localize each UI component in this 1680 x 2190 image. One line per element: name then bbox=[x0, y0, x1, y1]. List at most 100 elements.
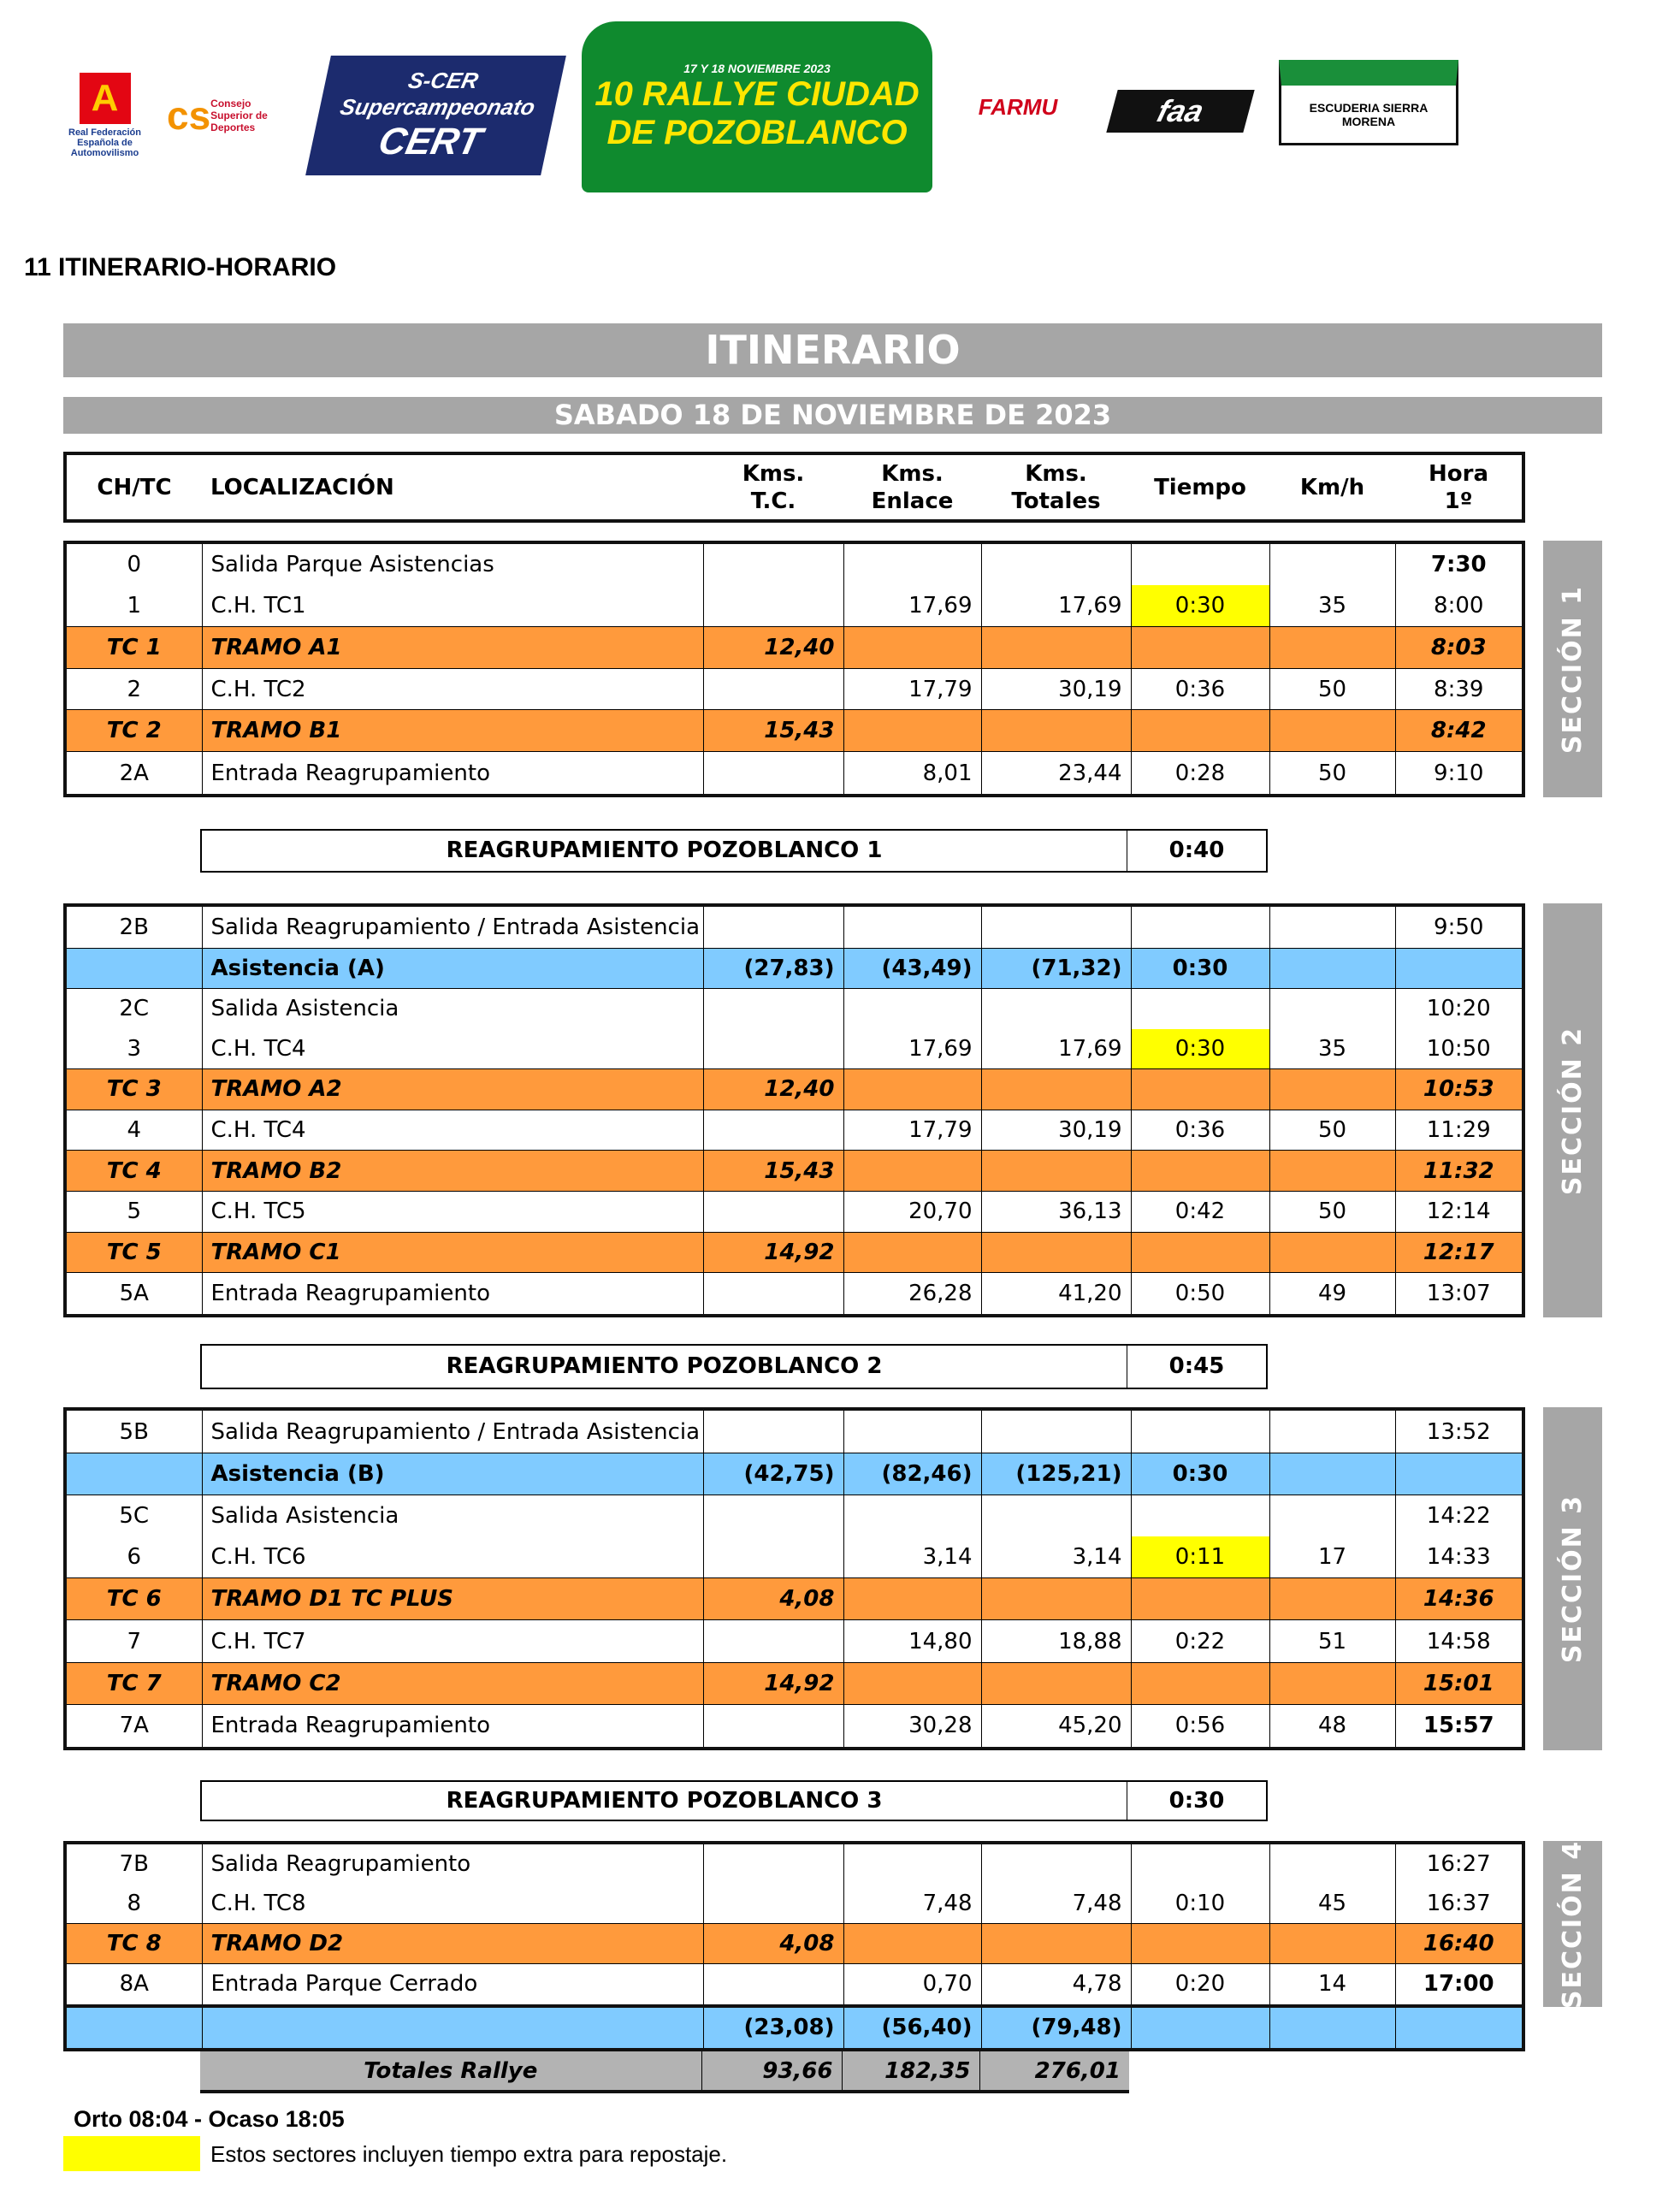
kmh-cell bbox=[1269, 2004, 1395, 2050]
kms-totales-cell: 36,13 bbox=[980, 1191, 1131, 1233]
kms-enlace-cell bbox=[843, 1495, 981, 1537]
kms-totales-cell bbox=[980, 1577, 1131, 1620]
kms-enlace-cell: 17,69 bbox=[843, 585, 981, 627]
section-1-label: SECCIÓN 1 bbox=[1543, 541, 1602, 797]
ch-tc-cell: 5C bbox=[65, 1495, 202, 1537]
ch-tc-cell: TC 7 bbox=[65, 1661, 202, 1705]
ch-tc-cell: TC 4 bbox=[65, 1150, 202, 1192]
hora-cell: 10:50 bbox=[1394, 1028, 1523, 1069]
ch-tc-cell: 0 bbox=[127, 552, 142, 578]
location-cell: TRAMO D2 bbox=[201, 1923, 703, 1964]
tiempo-cell bbox=[1130, 1923, 1269, 1964]
kms-totales-cell: (71,32) bbox=[980, 947, 1131, 989]
kmh-cell bbox=[1269, 988, 1395, 1029]
control-row: 5 C.H. TC5 20,70 36,13 0:42 50 12:14 bbox=[65, 1191, 1523, 1233]
stage-row: TC 1 TRAMO A1 12,40 8:03 bbox=[65, 625, 1523, 669]
kms-enlace-cell: 0,70 bbox=[843, 1962, 981, 2006]
kms-totales-cell bbox=[980, 1150, 1131, 1192]
kms-enlace-cell: (43,49) bbox=[843, 947, 981, 989]
kms-totales-cell bbox=[980, 1495, 1131, 1537]
tiempo-cell bbox=[1130, 1661, 1269, 1705]
kms-enlace-cell bbox=[843, 1577, 981, 1620]
kms-enlace-cell bbox=[843, 1231, 981, 1273]
tiempo-cell: 0:36 bbox=[1130, 667, 1269, 710]
location-cell: Entrada Reagrupamiento bbox=[201, 1272, 703, 1316]
kms-enlace-cell: 26,28 bbox=[843, 1272, 981, 1316]
kms-tc-cell bbox=[702, 585, 843, 627]
kms-tc-cell: (42,75) bbox=[702, 1453, 843, 1495]
kms-totales-cell: 3,14 bbox=[980, 1536, 1131, 1578]
kms-enlace-cell bbox=[843, 1409, 981, 1453]
kms-tc-cell bbox=[702, 1409, 843, 1453]
ch-tc-cell: 5B bbox=[119, 1418, 149, 1445]
ch-tc-cell: 8 bbox=[127, 1891, 142, 1917]
hora-cell: 16:27 bbox=[1394, 1843, 1523, 1885]
stage-row: TC 4 TRAMO B2 15,43 11:32 bbox=[65, 1150, 1523, 1192]
control-row: 0 Salida Parque Asistencias 7:30 bbox=[65, 542, 1523, 586]
kms-tc-cell: 15,43 bbox=[702, 709, 843, 752]
location-cell: C.H. TC8 bbox=[201, 1884, 703, 1924]
section-3-table: 5B Salida Reagrupamiento / Entrada Asiste… bbox=[63, 1407, 1525, 1750]
kmh-cell bbox=[1269, 1843, 1395, 1885]
regrouping-3: REAGRUPAMIENTO POZOBLANCO 3 0:30 bbox=[200, 1780, 1268, 1821]
control-row: 7 C.H. TC7 14,80 18,88 0:22 51 14:58 bbox=[65, 1619, 1523, 1663]
sunrise-sunset: Orto 08:04 - Ocaso 18:05 bbox=[74, 2106, 345, 2132]
location-cell bbox=[201, 2004, 703, 2050]
stage-row: TC 2 TRAMO B1 15,43 8:42 bbox=[65, 709, 1523, 752]
kms-totales-cell bbox=[980, 1843, 1131, 1885]
kms-tc-cell: 15,43 bbox=[702, 1150, 843, 1192]
location-cell: TRAMO D1 TC PLUS bbox=[201, 1577, 703, 1620]
kms-enlace-cell bbox=[843, 625, 981, 669]
location-cell: C.H. TC6 bbox=[201, 1536, 703, 1578]
totals-kms-totales: 276,01 bbox=[979, 2051, 1129, 2092]
date-banner: SABADO 18 DE NOVIEMBRE DE 2023 bbox=[63, 397, 1602, 434]
kms-enlace-cell: 20,70 bbox=[843, 1191, 981, 1233]
kms-totales-cell: 17,69 bbox=[980, 585, 1131, 627]
tiempo-cell bbox=[1130, 625, 1269, 669]
assistance-row: Asistencia (B) (42,75) (82,46) (125,21) 0:30 bbox=[65, 1453, 1523, 1495]
totals-kms-enlace: 182,35 bbox=[841, 2051, 979, 2092]
hora-cell: 15:57 bbox=[1394, 1703, 1523, 1749]
col-chtc: CH/TC bbox=[97, 474, 172, 500]
tiempo-cell: 0:11 bbox=[1130, 1536, 1269, 1578]
kms-totales-cell: (79,48) bbox=[980, 2004, 1131, 2050]
hora-cell: 8:39 bbox=[1394, 667, 1523, 710]
kms-enlace-cell: 3,14 bbox=[843, 1536, 981, 1578]
kmh-cell bbox=[1269, 1577, 1395, 1620]
control-row: 8A Entrada Parque Cerrado 0,70 4,78 0:20 14 1… bbox=[65, 1962, 1523, 2006]
ch-tc-cell: 1 bbox=[127, 593, 142, 619]
tiempo-cell bbox=[1130, 709, 1269, 752]
tiempo-cell: 0:30 bbox=[1130, 947, 1269, 989]
location-cell: Salida Asistencia bbox=[201, 988, 703, 1029]
kms-tc-cell bbox=[702, 667, 843, 710]
tiempo-cell: 0:30 bbox=[1130, 585, 1269, 627]
kms-tc-cell: 12,40 bbox=[702, 1068, 843, 1110]
tiempo-cell bbox=[1130, 988, 1269, 1029]
tiempo-cell: 0:30 bbox=[1130, 1028, 1269, 1069]
kmh-cell: 49 bbox=[1269, 1272, 1395, 1316]
hora-cell: 15:01 bbox=[1394, 1661, 1523, 1705]
control-row: 6 C.H. TC6 3,14 3,14 0:11 17 14:33 bbox=[65, 1536, 1523, 1578]
kms-enlace-cell bbox=[843, 1923, 981, 1964]
tiempo-cell bbox=[1130, 1068, 1269, 1110]
kmh-cell bbox=[1269, 1661, 1395, 1705]
hora-cell: 14:58 bbox=[1394, 1619, 1523, 1663]
ch-tc-cell: 7A bbox=[65, 1703, 202, 1749]
section-label-text: SECCIÓN 2 bbox=[1558, 1026, 1588, 1195]
tiempo-cell bbox=[1130, 905, 1269, 948]
ch-tc-cell: 3 bbox=[127, 1035, 142, 1062]
location-cell: Entrada Parque Cerrado bbox=[201, 1962, 703, 2006]
kms-tc-cell bbox=[702, 1028, 843, 1069]
location-cell: C.H. TC4 bbox=[201, 1028, 703, 1069]
ch-tc-cell: 7 bbox=[65, 1619, 202, 1663]
tiempo-cell: 0:28 bbox=[1130, 751, 1269, 796]
section-4-table: 7B Salida Reagrupamiento 16:27 8 C.H. TC8 7,4… bbox=[63, 1841, 1525, 2051]
kmh-cell: 50 bbox=[1269, 1191, 1395, 1233]
location-cell: Asistencia (B) bbox=[201, 1453, 703, 1495]
legend-swatch bbox=[63, 2136, 200, 2171]
kms-totales-cell bbox=[980, 625, 1131, 669]
hora-cell: 16:37 bbox=[1394, 1884, 1523, 1924]
kms-tc-cell: 4,08 bbox=[702, 1577, 843, 1620]
ch-tc-cell: TC 6 bbox=[65, 1577, 202, 1620]
ch-tc-cell: 2A bbox=[65, 751, 202, 796]
